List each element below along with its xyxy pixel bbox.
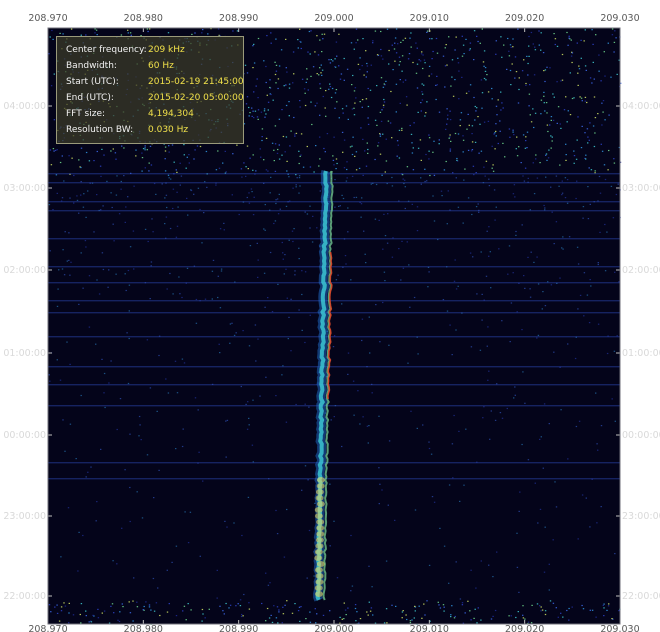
time-tick-label-left: 04:00:00 [3,101,46,112]
freq-tick-label-bottom: 209.000 [314,624,353,632]
info-panel: Center frequency: 209 kHz Bandwidth: 60 … [56,36,244,144]
info-label: FFT size: [66,109,106,119]
info-value: 60 Hz [148,61,174,71]
time-tick-label-left: 01:00:00 [3,348,46,359]
freq-tick-label-bottom: 208.990 [219,624,258,632]
time-tick-label-right: 22:00:00 [622,591,660,602]
freq-tick-label-bottom: 209.030 [600,624,639,632]
info-value: 209 kHz [148,45,185,55]
info-row-end: End (UTC): 2015-02-20 05:00:00 [66,93,244,104]
info-value: 0.030 Hz [148,125,189,135]
time-tick-label-right: 00:00:00 [622,430,660,441]
info-row-bandwidth: Bandwidth: 60 Hz [66,61,174,72]
freq-tick-label-top: 209.010 [410,13,449,24]
time-tick-label-right: 02:00:00 [622,265,660,276]
info-value: 2015-02-20 05:00:00 [148,93,244,103]
time-tick-label-right: 01:00:00 [622,348,660,359]
freq-tick-label-top: 209.000 [314,13,353,24]
freq-tick-label-top: 208.980 [124,13,163,24]
info-label: Resolution BW: [66,125,134,135]
freq-tick-label-top: 209.030 [600,13,639,24]
time-tick-label-left: 03:00:00 [3,183,46,194]
info-row-center-frequency: Center frequency: 209 kHz [66,45,185,56]
signal-trace [313,169,334,602]
horizontal-bands [48,173,620,480]
plot-border [47,27,621,625]
info-value: 2015-02-19 21:45:00 [148,77,244,87]
time-tick-label-right: 03:00:00 [622,183,660,194]
info-row-resolution-bw: Resolution BW: 0.030 Hz [66,125,188,136]
info-row-start: Start (UTC): 2015-02-19 21:45:00 [66,77,244,88]
info-value: 4,194,304 [148,109,194,119]
freq-tick-label-top: 208.970 [28,13,67,24]
info-row-fft-size: FFT size: 4,194,304 [66,109,194,120]
freq-tick-label-top: 209.020 [505,13,544,24]
time-tick-label-left: 23:00:00 [3,511,46,522]
freq-tick-label-bottom: 208.970 [28,624,67,632]
info-label: Start (UTC): [66,77,119,87]
axes-layer: 208.970 208.970 208.980 208.980 208.990 208.9… [3,13,660,632]
freq-tick-label-bottom: 208.980 [124,624,163,632]
freq-tick-label-bottom: 209.020 [505,624,544,632]
time-tick-label-left: 22:00:00 [3,591,46,602]
time-tick-label-left: 02:00:00 [3,265,46,276]
time-tick-label-right: 04:00:00 [622,101,660,112]
freq-tick-label-bottom: 209.010 [410,624,449,632]
info-label: Bandwidth: [66,61,117,71]
freq-tick-label-top: 208.990 [219,13,258,24]
info-label: End (UTC): [66,93,114,103]
info-label: Center frequency: [66,45,147,55]
time-tick-label-left: 00:00:00 [3,430,46,441]
time-tick-label-right: 23:00:00 [622,511,660,522]
